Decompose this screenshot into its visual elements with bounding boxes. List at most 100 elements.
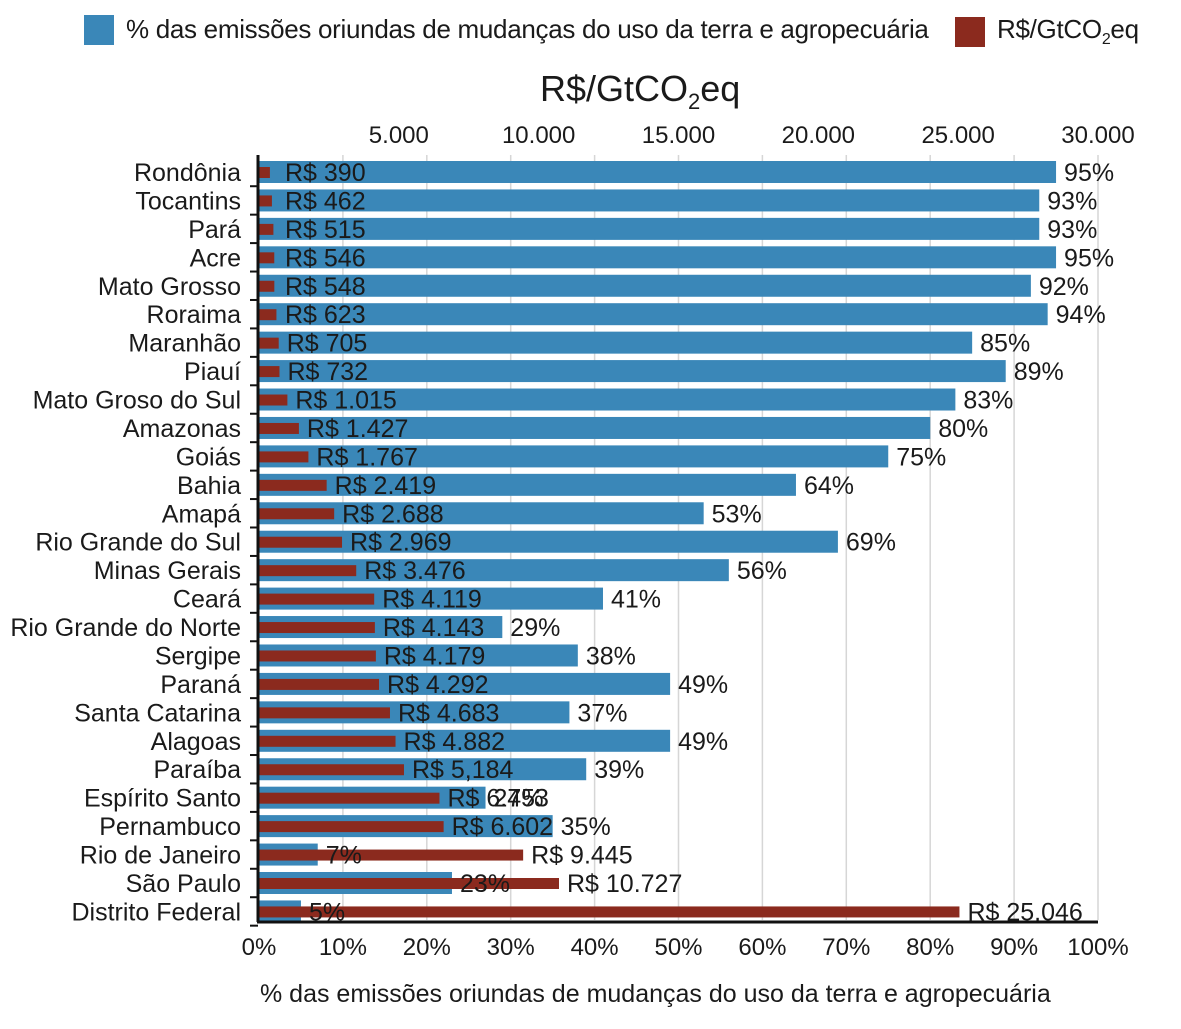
category-label: Pará (188, 216, 241, 244)
cost-value-label: R$ 4.119 (382, 586, 482, 614)
cost-bar (259, 536, 343, 548)
cost-bar (259, 707, 390, 719)
category-label: Rondônia (134, 159, 241, 187)
cost-bar (259, 735, 396, 747)
cost-bar (259, 366, 280, 378)
share-bar (259, 331, 973, 354)
category-label: Amapá (162, 500, 241, 528)
cost-value-label: R$ 4.179 (384, 642, 485, 670)
bottom-tick-label: 50% (654, 934, 702, 961)
cost-value-label: R$ 4.882 (404, 728, 505, 756)
bottom-tick-label: 20% (403, 934, 451, 961)
cost-bar (259, 650, 376, 662)
cost-value-label: R$ 9.445 (531, 842, 632, 870)
share-value-label: 29% (510, 614, 560, 642)
cost-value-label: R$ 6.453 (447, 785, 548, 813)
share-value-label: 39% (594, 756, 644, 784)
cost-bar (259, 479, 327, 491)
share-value-label: 93% (1047, 216, 1097, 244)
cost-value-label: R$ 732 (287, 358, 368, 386)
bottom-tick-label: 30% (487, 934, 535, 961)
bottom-axis-title: % das emissões oriundas de mudanças do u… (260, 980, 1051, 1008)
category-label: Ceará (173, 586, 241, 614)
cost-bar (259, 906, 960, 918)
cost-value-label: R$ 10.727 (567, 870, 682, 898)
category-label: Distrito Federal (72, 898, 242, 926)
cost-value-label: R$ 1.015 (295, 387, 396, 415)
share-bar (259, 161, 1057, 183)
category-label: Mato Groso do Sul (33, 387, 241, 415)
cost-bar (259, 678, 380, 690)
legend-swatch-cost (955, 16, 985, 47)
cost-bar (259, 223, 274, 235)
share-value-label: 95% (1064, 244, 1114, 272)
share-value-label: 95% (1064, 159, 1114, 187)
cost-bar (259, 792, 440, 804)
cost-bar (259, 764, 404, 776)
share-value-label: 35% (561, 813, 611, 841)
cost-bar (259, 821, 444, 833)
category-label: Paraíba (153, 756, 241, 784)
cost-value-label: R$ 2.969 (350, 529, 451, 557)
cost-bar (259, 451, 309, 463)
top-tick-label: 10.000 (502, 122, 575, 149)
bottom-tick-label: 100% (1067, 934, 1128, 961)
cost-bar (259, 280, 275, 292)
category-label: Paraná (160, 671, 241, 699)
share-bar (259, 360, 1006, 383)
bottom-tick-label: 40% (571, 934, 619, 961)
cost-value-label: R$ 623 (285, 301, 366, 329)
share-value-label: 80% (938, 415, 988, 443)
category-label: Santa Catarina (74, 699, 241, 727)
cost-value-label: R$ 548 (285, 273, 366, 301)
share-bar (259, 502, 704, 525)
category-label: Acre (190, 244, 241, 272)
legend-item-cost: R$/GtCO2eq (955, 14, 1139, 49)
category-label: Rio Grande do Norte (10, 614, 241, 642)
category-label: Rio Grande do Sul (35, 529, 241, 557)
share-value-label: 83% (963, 387, 1013, 415)
cost-bar (259, 252, 275, 264)
top-tick-label: 25.000 (921, 122, 994, 149)
share-value-label: 75% (896, 443, 946, 471)
share-bar (259, 303, 1048, 326)
category-label: Espírito Santo (84, 785, 241, 813)
cost-value-label: R$ 2.419 (335, 472, 436, 500)
cost-value-label: R$ 515 (285, 216, 366, 244)
top-tick-label: 20.000 (782, 122, 855, 149)
cost-value-label: R$ 4.683 (398, 699, 499, 727)
share-value-label: 69% (846, 529, 896, 557)
share-bar (259, 473, 796, 496)
cost-value-label: R$ 4.143 (383, 614, 484, 642)
cost-bar (259, 508, 335, 520)
share-value-label: 89% (1014, 358, 1064, 386)
category-label: Amazonas (123, 415, 241, 443)
bottom-tick-label: 60% (738, 934, 786, 961)
share-bar (259, 246, 1057, 269)
cost-value-label: R$ 4.292 (387, 671, 488, 699)
bottom-tick-label: 80% (906, 934, 954, 961)
share-value-label: 94% (1056, 301, 1106, 329)
cost-bar (259, 394, 288, 406)
cost-bar (259, 878, 559, 889)
cost-bar (259, 565, 357, 577)
top-axis-title: R$/GtCO2eq (540, 68, 741, 115)
cost-value-label: R$ 1.767 (316, 443, 417, 471)
cost-bar (259, 422, 299, 434)
category-label: Piauí (184, 358, 241, 386)
top-tick-label: 15.000 (642, 122, 715, 149)
category-label: Roraima (147, 301, 242, 329)
cost-value-label: R$ 2.688 (342, 500, 443, 528)
share-bar (259, 274, 1031, 297)
cost-value-label: R$ 462 (285, 187, 366, 215)
cost-value-label: R$ 1.427 (307, 415, 408, 443)
category-label: Goiás (176, 443, 241, 471)
category-label: Maranhão (128, 330, 241, 358)
share-value-label: 7% (326, 842, 362, 870)
share-bar (259, 530, 838, 553)
share-bar (259, 445, 889, 468)
cost-bar (259, 622, 375, 634)
share-value-label: 49% (678, 728, 728, 756)
category-label: Mato Grosso (98, 273, 241, 301)
share-value-label: 93% (1047, 187, 1097, 215)
